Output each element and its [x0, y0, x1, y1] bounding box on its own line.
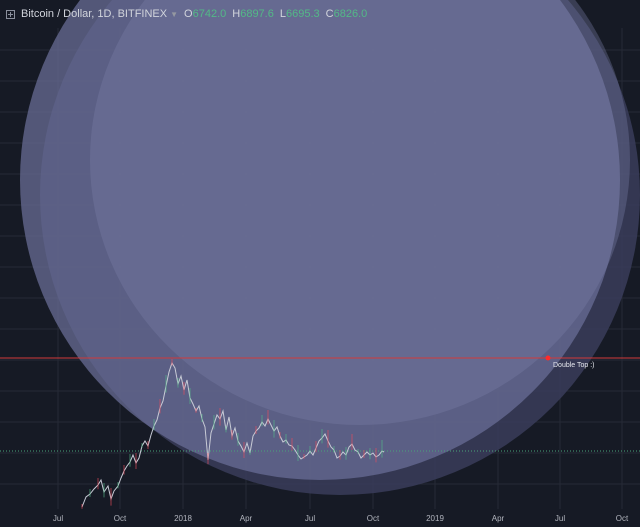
ohlc-values: O6742.0 H6897.6 L6695.3 C6826.0	[184, 8, 367, 20]
time-axis-tick: Jul	[554, 514, 566, 523]
time-axis-tick: Oct	[113, 514, 127, 523]
projection-circle[interactable]	[20, 0, 620, 480]
time-axis[interactable]: Jul Oct 2018 Apr Jul Oct 2019 Apr Jul Oct	[0, 509, 640, 527]
chart-header: Bitcoin / Dollar, 1D, BITFINEX ▼ O6742.0…	[0, 0, 640, 28]
ohlc-close: C6826.0	[325, 8, 368, 20]
time-axis-tick: Apr	[491, 514, 505, 523]
price-line[interactable]	[81, 361, 385, 508]
time-axis-tick: 2018	[174, 514, 192, 523]
time-axis-tick: Jul	[52, 514, 64, 523]
double-top-label[interactable]: Double Top :)	[553, 362, 595, 369]
time-axis-tick: 2019	[426, 514, 444, 523]
symbol-title[interactable]: Bitcoin / Dollar, 1D, BITFINEX	[21, 8, 168, 20]
collapse-icon[interactable]	[6, 9, 15, 19]
ohlc-low: L6695.3	[279, 8, 320, 20]
time-axis-tick: Oct	[615, 514, 629, 523]
ohlc-open: O6742.0	[184, 8, 227, 20]
time-axis-tick: Jul	[304, 514, 316, 523]
chevron-down-icon[interactable]: ▼	[170, 9, 179, 19]
time-axis-tick: Apr	[239, 514, 253, 523]
double-top-marker[interactable]	[545, 355, 551, 361]
time-axis-tick: Oct	[366, 514, 380, 523]
price-series[interactable]	[81, 359, 385, 509]
ohlc-high: H6897.6	[232, 8, 274, 20]
inner-circle-highlight	[90, 0, 630, 425]
